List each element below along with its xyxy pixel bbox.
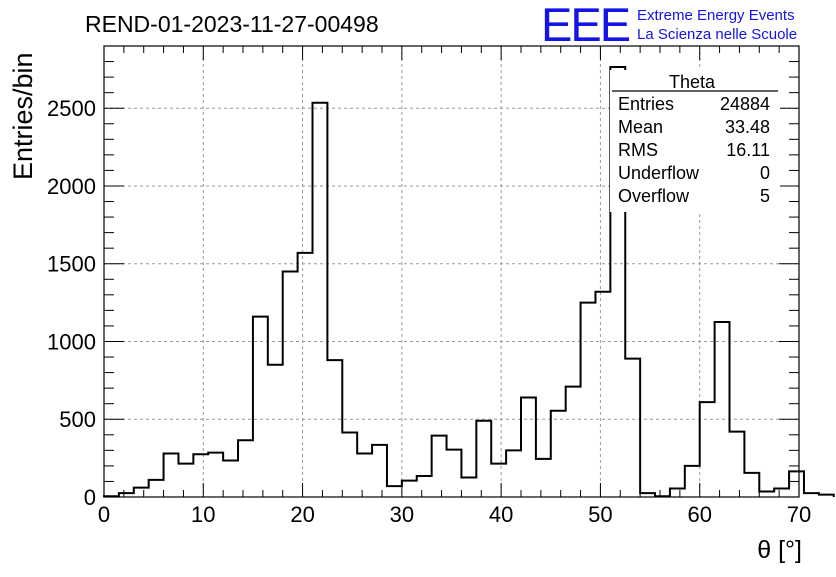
histogram-bin — [461, 478, 476, 497]
logo-subtitle-line2: La Scienza nelle Scuole — [637, 26, 797, 43]
histogram-bin — [164, 453, 179, 497]
histogram-bin — [625, 359, 640, 497]
grid-lines — [104, 46, 799, 497]
histogram-bin — [253, 317, 268, 497]
stats-title: Theta — [669, 72, 716, 92]
x-tick-label: 70 — [787, 502, 811, 527]
histogram-bin — [402, 481, 417, 497]
y-tick-label: 1500 — [47, 252, 96, 277]
histogram-bin — [491, 464, 506, 497]
histogram-bin — [432, 436, 447, 497]
chart-title: REND-01-2023-11-27-00498 — [85, 11, 379, 37]
histogram-bin — [178, 464, 193, 497]
histogram-bin — [730, 432, 745, 497]
stats-rows: Entries 24884 Mean 33.48 RMS 16.11 Underflow 0 O… — [618, 94, 770, 206]
histogram-bin — [521, 397, 536, 497]
stats-row-label: Overflow — [618, 186, 690, 206]
stats-row-value: 24884 — [720, 94, 770, 114]
histogram-bin — [238, 440, 253, 497]
histogram-bin — [715, 322, 730, 497]
plot-frame — [103, 45, 800, 498]
histogram-bin — [685, 466, 700, 497]
histogram-bin — [417, 476, 432, 497]
stats-row-label: Underflow — [618, 163, 700, 183]
histogram-bin — [342, 432, 357, 497]
histogram-bin — [268, 365, 283, 497]
x-tick-label: 60 — [687, 502, 711, 527]
histogram-bin — [536, 459, 551, 497]
histogram-bin — [476, 421, 491, 497]
x-tick-label: 50 — [588, 502, 612, 527]
stats-box: Theta Entries 24884 Mean 33.48 RMS 16.11 Under… — [610, 70, 780, 212]
histogram-bin — [193, 454, 208, 497]
histogram-bin — [223, 460, 238, 497]
x-tick-label: 0 — [98, 502, 110, 527]
histogram-bin — [298, 253, 313, 497]
histogram-bin — [327, 360, 342, 497]
axis-ticks — [103, 45, 800, 498]
histogram-bin — [595, 292, 610, 497]
histogram-bin — [581, 303, 596, 497]
stats-row-value: 0 — [760, 163, 770, 183]
y-tick-label: 500 — [59, 407, 96, 432]
eee-logo-text: EEE — [541, 0, 630, 51]
histogram-bin — [670, 488, 685, 497]
histogram-bin — [313, 103, 328, 497]
histogram-bin — [551, 411, 566, 497]
histogram-bin — [387, 486, 402, 497]
y-axis-label: Entries/bin — [8, 52, 38, 180]
histogram-bin — [372, 445, 387, 497]
x-tick-label: 20 — [290, 502, 314, 527]
y-tick-label: 0 — [84, 485, 96, 510]
x-axis-label: θ [°] — [757, 536, 802, 564]
x-tick-label: 30 — [390, 502, 414, 527]
x-tick-label: 10 — [191, 502, 215, 527]
histogram-bin — [700, 402, 715, 497]
histogram-bin — [447, 450, 462, 497]
stats-row-value: 33.48 — [725, 117, 770, 137]
histogram-bin — [774, 488, 789, 497]
stats-row-value: 16.11 — [726, 140, 770, 160]
histogram-bin — [566, 387, 581, 497]
histogram-bin — [134, 488, 149, 497]
histogram-series — [103, 65, 835, 498]
stats-row-label: RMS — [618, 140, 658, 160]
x-tick-label: 40 — [489, 502, 513, 527]
y-tick-label: 2500 — [47, 96, 96, 121]
histogram-outline — [103, 65, 835, 498]
histogram-bin — [506, 450, 521, 497]
logo-subtitle-line1: Extreme Energy Events — [637, 7, 795, 24]
histogram-bin — [357, 453, 372, 497]
stats-row-label: Entries — [618, 94, 674, 114]
stats-row-label: Mean — [618, 117, 663, 137]
stats-box-background — [610, 70, 780, 212]
eee-logo: EEE Extreme Energy Events La Scienza nel… — [541, 0, 797, 51]
histogram-bin — [283, 272, 298, 498]
histogram-bin — [149, 480, 164, 497]
y-tick-label: 2000 — [47, 174, 96, 199]
histogram-bin — [208, 453, 223, 497]
histogram-bin — [789, 471, 804, 497]
histogram-bin — [744, 473, 759, 497]
stats-row-value: 5 — [760, 186, 770, 206]
y-tick-label: 1000 — [47, 329, 96, 354]
